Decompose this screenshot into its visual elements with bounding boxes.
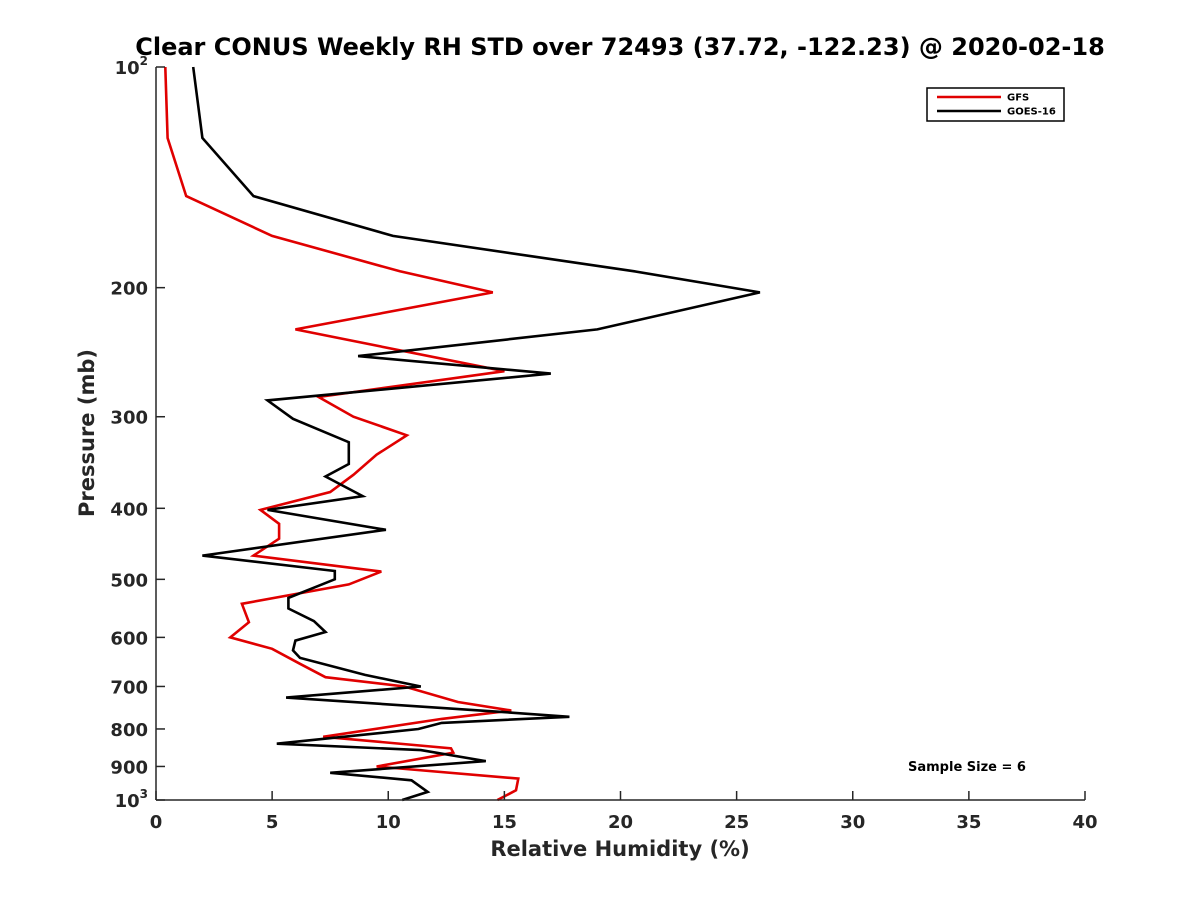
plot-area bbox=[164, 66, 761, 802]
y-tick-label: 102 bbox=[115, 54, 148, 79]
legend-label: GFS bbox=[1007, 93, 1029, 104]
x-tick-label: 0 bbox=[150, 812, 163, 833]
sample-size-annotation: Sample Size = 6 bbox=[908, 760, 1026, 775]
x-tick-label: 25 bbox=[724, 812, 749, 833]
y-tick-label: 700 bbox=[110, 677, 148, 698]
y-tick-label: 400 bbox=[110, 499, 148, 520]
x-axis-label: Relative Humidity (%) bbox=[490, 837, 749, 861]
y-tick-label: 500 bbox=[110, 570, 148, 591]
x-tick-label: 10 bbox=[376, 812, 401, 833]
x-tick-label: 5 bbox=[266, 812, 279, 833]
y-tick-label: 600 bbox=[110, 628, 148, 649]
y-axis-label: Pressure (mb) bbox=[75, 349, 99, 517]
legend: GFS GOES-16 bbox=[926, 87, 1065, 122]
chart-title: Clear CONUS Weekly RH STD over 72493 (37… bbox=[135, 33, 1105, 61]
x-tick-label: 40 bbox=[1072, 812, 1097, 833]
legend-box bbox=[926, 87, 1065, 122]
y-tick-label: 800 bbox=[110, 720, 148, 741]
x-tick-label: 15 bbox=[492, 812, 517, 833]
y-tick-label: 103 bbox=[115, 787, 148, 812]
y-tick-label: 300 bbox=[110, 408, 148, 429]
x-tick-label: 30 bbox=[840, 812, 865, 833]
y-tick-label: 900 bbox=[110, 757, 148, 778]
x-tick-label: 35 bbox=[956, 812, 981, 833]
series-line-goes-16 bbox=[191, 66, 761, 802]
y-tick-label: 200 bbox=[110, 279, 148, 300]
legend-label: GOES-16 bbox=[1007, 107, 1056, 118]
series-line-gfs bbox=[164, 66, 520, 802]
axes: 0 5 10 15 20 25 30 35 40 102 200 300 400 500 600 700 800… bbox=[110, 54, 1097, 833]
x-tick-label: 20 bbox=[608, 812, 633, 833]
